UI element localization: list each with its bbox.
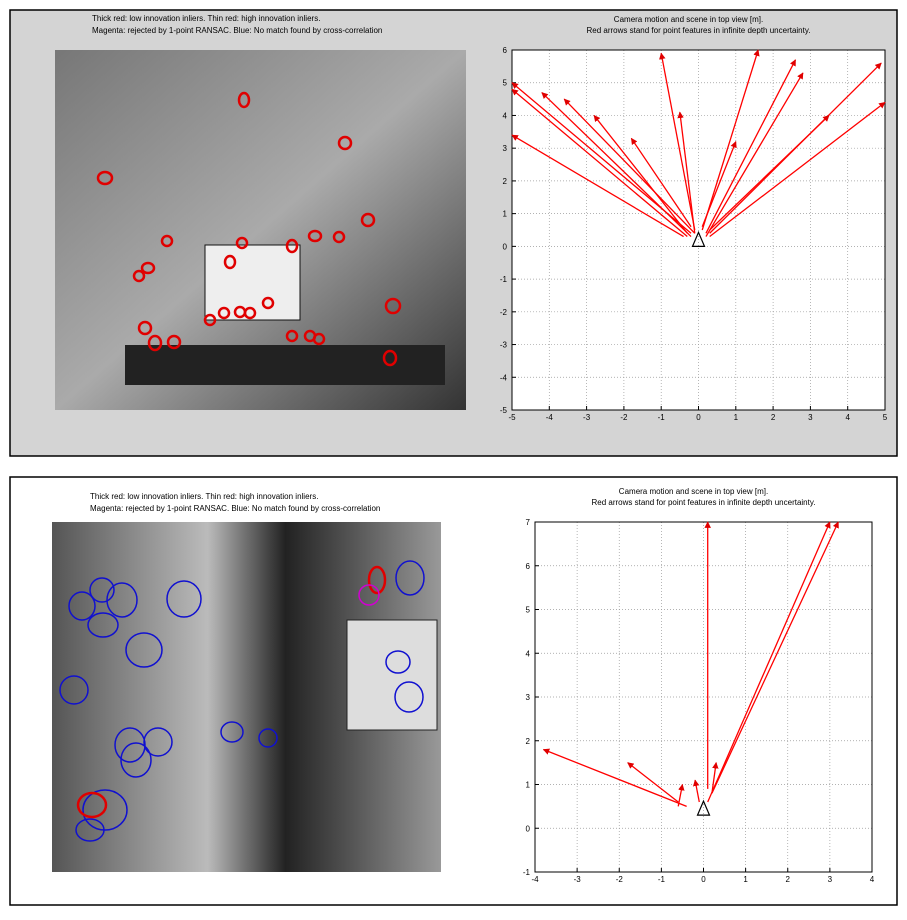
chart-subtitle: Red arrows stand for point features in i… — [592, 498, 816, 507]
x-tick-label: -5 — [508, 413, 516, 422]
x-tick-label: 4 — [870, 875, 875, 884]
y-tick-label: 0 — [503, 242, 508, 251]
y-tick-label: 2 — [526, 737, 531, 746]
chart-title: Camera motion and scene in top view [m]. — [619, 487, 768, 496]
y-tick-label: 7 — [526, 518, 531, 527]
x-tick-label: 0 — [696, 413, 701, 422]
x-tick-label: 3 — [808, 413, 813, 422]
y-tick-label: 6 — [526, 562, 531, 571]
x-tick-label: -2 — [616, 875, 624, 884]
x-tick-label: 1 — [734, 413, 739, 422]
x-tick-label: -1 — [658, 875, 666, 884]
y-tick-label: -4 — [500, 373, 508, 382]
chart-subtitle: Red arrows stand for point features in i… — [587, 26, 811, 35]
x-tick-label: -4 — [531, 875, 539, 884]
y-tick-label: -3 — [500, 341, 508, 350]
x-tick-label: 2 — [771, 413, 776, 422]
y-tick-label: 3 — [503, 144, 508, 153]
y-tick-label: 5 — [526, 606, 531, 615]
x-tick-label: 5 — [883, 413, 888, 422]
y-tick-label: 6 — [503, 46, 508, 55]
y-tick-label: 2 — [503, 177, 508, 186]
x-tick-label: -4 — [546, 413, 554, 422]
desk — [125, 345, 445, 385]
y-tick-label: 4 — [526, 649, 531, 658]
y-tick-label: -1 — [500, 275, 508, 284]
x-tick-label: 0 — [701, 875, 706, 884]
x-tick-label: 2 — [786, 875, 791, 884]
screenshot: Thick red: low innovation inliers. Thin … — [0, 0, 907, 915]
image-caption: Magenta: rejected by 1-point RANSAC. Blu… — [90, 504, 380, 513]
x-tick-label: 3 — [828, 875, 833, 884]
y-tick-label: 1 — [503, 210, 508, 219]
page: {"image_captions": [ ["Thick red: low in… — [0, 0, 907, 920]
chart-title: Camera motion and scene in top view [m]. — [614, 15, 763, 24]
y-tick-label: -1 — [523, 868, 531, 877]
y-tick-label: -2 — [500, 308, 508, 317]
image-caption: Thick red: low innovation inliers. Thin … — [90, 492, 318, 501]
x-tick-label: 4 — [845, 413, 850, 422]
laptop — [347, 620, 437, 730]
y-tick-label: 1 — [526, 781, 531, 790]
image-caption: Magenta: rejected by 1-point RANSAC. Blu… — [92, 26, 382, 35]
y-tick-label: 4 — [503, 111, 508, 120]
x-tick-label: -3 — [583, 413, 591, 422]
y-tick-label: 3 — [526, 693, 531, 702]
x-tick-label: -3 — [574, 875, 582, 884]
x-tick-label: -1 — [658, 413, 666, 422]
y-tick-label: 0 — [526, 824, 531, 833]
image-caption: Thick red: low innovation inliers. Thin … — [92, 14, 320, 23]
x-tick-label: 1 — [743, 875, 748, 884]
x-tick-label: -2 — [620, 413, 628, 422]
y-tick-label: -5 — [500, 406, 508, 415]
y-tick-label: 5 — [503, 79, 508, 88]
